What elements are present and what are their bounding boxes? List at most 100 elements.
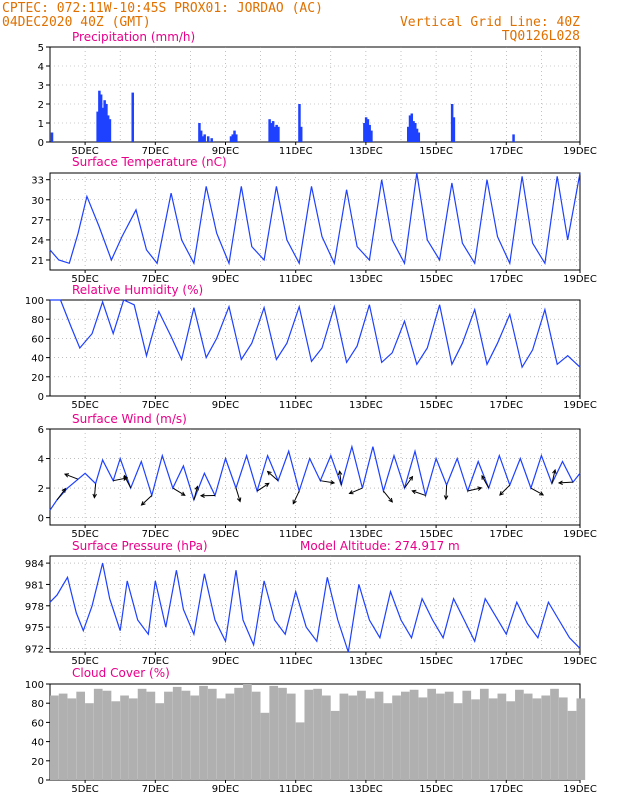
y-tick-label: 30 [31, 196, 44, 207]
cloud-bar [383, 703, 393, 780]
precip-bar [105, 104, 108, 142]
cloud-bar [322, 695, 331, 780]
wind-arrow [499, 484, 511, 496]
wind-arrow [445, 485, 448, 500]
precip-bar [199, 130, 203, 142]
wind-arrow [383, 490, 393, 503]
cloud-bar [93, 688, 103, 780]
cloud-bar [181, 690, 191, 780]
x-tick-label: 13DEC [349, 656, 383, 667]
wind-arrow [349, 487, 363, 495]
x-tick-label: 5DEC [71, 400, 98, 411]
y-tick-label: 2 [38, 484, 44, 495]
x-tick-label: 17DEC [489, 146, 523, 157]
x-tick-label: 17DEC [489, 784, 523, 795]
y-tick-label: 21 [31, 256, 44, 267]
x-tick-label: 7DEC [142, 656, 169, 667]
x-tick-label: 17DEC [489, 274, 523, 285]
precip-bar [512, 134, 515, 142]
cloud-bar [225, 693, 235, 780]
wind-arrow [339, 471, 342, 486]
plot-frame [49, 172, 581, 271]
cloud-bar [330, 710, 340, 780]
wind-arrow-head [411, 489, 417, 495]
x-tick-label: 13DEC [349, 529, 383, 540]
cloud-bar [567, 710, 577, 780]
wind-arrow [64, 473, 79, 480]
wind-arrow-head [199, 493, 205, 498]
wind-arrow-head [552, 468, 557, 475]
wind-arrow [93, 483, 97, 498]
precip-bar [275, 124, 278, 142]
x-tick-label: 11DEC [279, 784, 313, 795]
header-line1: CPTEC: 072:11W-10:45S PROX01: JORDAO (AC… [2, 1, 323, 16]
x-tick-label: 11DEC [279, 656, 313, 667]
wind-arrow-head [557, 480, 563, 485]
header-date: 04DEC2020 40Z (GMT) [2, 15, 151, 30]
cloud-bar [50, 695, 59, 780]
cloud-bar [286, 693, 296, 780]
x-tick-label: 7DEC [142, 400, 169, 411]
y-tick-label: 0 [38, 776, 44, 787]
precip-bar [229, 136, 233, 142]
x-tick-label: 7DEC [142, 529, 169, 540]
cloud-bar [357, 690, 366, 780]
cloud-bar [409, 689, 419, 780]
x-tick-label: 13DEC [349, 146, 383, 157]
x-tick-label: 5DEC [71, 529, 98, 540]
cloud-bar [120, 695, 129, 780]
y-tick-label: 27 [31, 216, 44, 227]
precip-bar [415, 128, 419, 142]
x-tick-label: 5DEC [71, 274, 98, 285]
precip-bar [412, 121, 415, 142]
wind-arrow [320, 480, 335, 484]
cloud-bar [137, 688, 147, 780]
plot-frame [49, 555, 581, 653]
cloud-bar [444, 691, 454, 780]
x-tick-label: 11DEC [279, 274, 313, 285]
humidity-panel: 0 20 40 60 80 100 5DEC 7DEC 9DEC 11DEC 13DEC 15DEC 1… [25, 283, 597, 411]
wind-arrow [558, 481, 574, 484]
wind-arrow-head [194, 485, 199, 491]
wind-arrow-head [92, 493, 97, 499]
x-tick-label: 9DEC [212, 529, 239, 540]
y-tick-label: 24 [31, 236, 44, 247]
wind-arrow-head [499, 491, 504, 496]
x-tick-label: 13DEC [349, 784, 383, 795]
cloud-panel: 0 20 40 60 80 100 5DEC 7DEC 9DEC 11DEC 13DEC 15DEC 1… [25, 666, 597, 795]
y-tick-label: 80 [31, 699, 44, 710]
y-tick-label: 2 [38, 100, 44, 111]
series-line [50, 299, 581, 369]
cloud-bar [471, 699, 480, 780]
wind-arrow-head [388, 497, 394, 503]
wind-arrow [551, 469, 556, 484]
cloud-bar [576, 698, 586, 780]
x-tick-label: 15DEC [419, 274, 453, 285]
cloud-bar [523, 693, 533, 780]
precip-bar [298, 104, 301, 142]
cloud-bar [207, 688, 217, 780]
series-line [49, 562, 581, 653]
y-tick-label: 100 [25, 296, 44, 307]
x-tick-label: 15DEC [419, 529, 453, 540]
cloud-bar [260, 712, 270, 780]
precip-bar [414, 123, 417, 142]
wind-arrow-head [292, 499, 297, 505]
panel-title: Surface Pressure (hPa) [72, 539, 208, 553]
y-tick-label: 0 [38, 138, 44, 149]
cloud-bar [146, 691, 156, 780]
cloud-bar [269, 685, 279, 780]
cloud-bar [392, 695, 401, 780]
x-tick-label: 9DEC [212, 656, 239, 667]
wind-arrow [256, 482, 270, 492]
cloud-bar [436, 693, 445, 780]
x-tick-label: 5DEC [71, 784, 98, 795]
precip-bar [198, 123, 201, 142]
cloud-bar [128, 698, 138, 780]
wind-arrow [123, 475, 132, 489]
y-tick-label: 60 [31, 334, 44, 345]
precip-bar [206, 136, 210, 142]
wind-arrow [56, 488, 66, 501]
precip-bar [98, 90, 101, 142]
cloud-bar [164, 691, 173, 780]
